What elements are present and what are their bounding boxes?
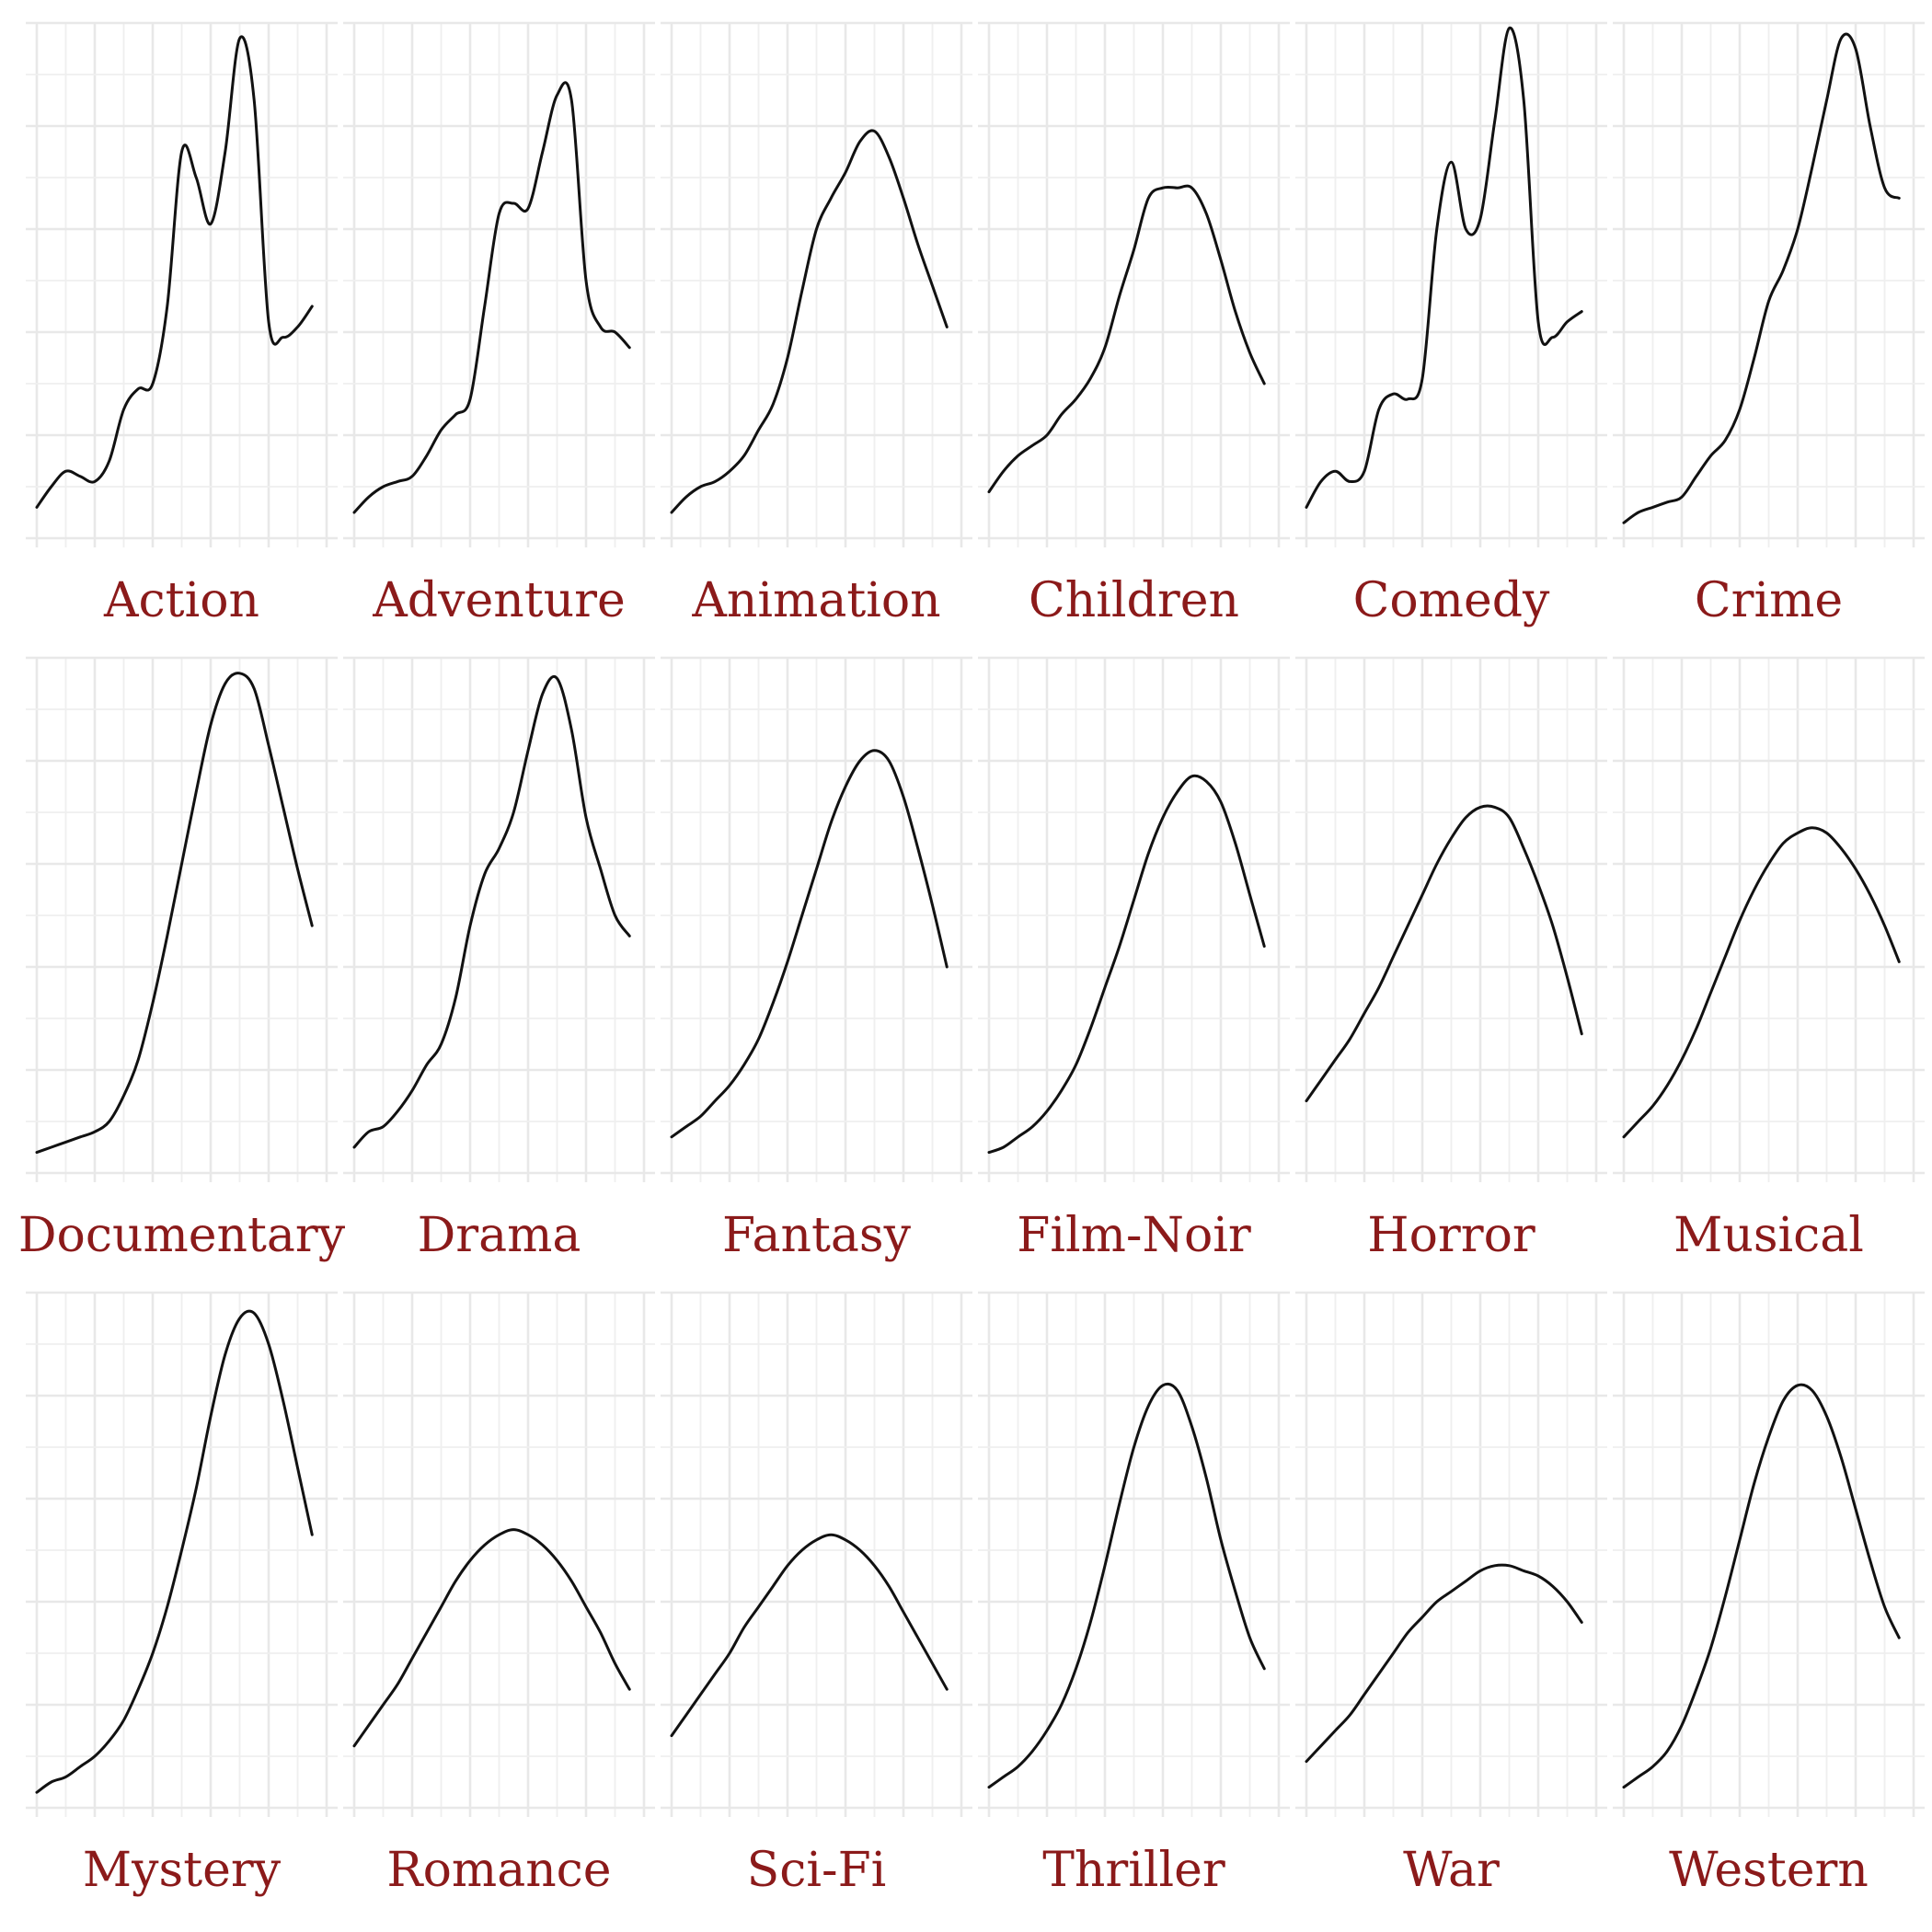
facet-label-documentary: Documentary	[18, 1208, 346, 1263]
facet-children: Children	[978, 21, 1290, 628]
facet-romance: Romance	[343, 1291, 655, 1898]
facet-label-thriller: Thriller	[1042, 1843, 1225, 1898]
facet-label-animation: Animation	[691, 573, 940, 628]
facet-fantasy: Fantasy	[661, 656, 972, 1263]
facet-label-crime: Crime	[1695, 573, 1843, 628]
facet-label-war: War	[1403, 1843, 1500, 1898]
density-curve-documentary	[35, 672, 314, 1155]
density-curve-adventure	[352, 81, 631, 514]
facet-gridlines	[26, 21, 338, 547]
density-curve-war	[1305, 1563, 1583, 1764]
density-curve-comedy	[1305, 26, 1583, 509]
density-curve-action	[35, 35, 314, 509]
density-curve-animation	[670, 129, 949, 514]
density-curve-fantasy	[670, 749, 949, 1139]
facet-label-adventure: Adventure	[372, 573, 626, 628]
facet-label-musical: Musical	[1673, 1208, 1864, 1263]
facet-western: Western	[1613, 1291, 1925, 1898]
facet-gridlines	[978, 1291, 1290, 1817]
facet-label-action: Action	[103, 573, 259, 628]
facet-animation: Animation	[661, 21, 972, 628]
facet-gridlines	[1295, 21, 1607, 547]
facet-gridlines	[978, 21, 1290, 547]
facet-label-sci-fi: Sci-Fi	[747, 1843, 887, 1898]
density-curve-western	[1622, 1383, 1901, 1789]
facet-gridlines	[1613, 1291, 1925, 1817]
facet-gridlines	[1613, 21, 1925, 547]
density-curve-sci-fi	[670, 1533, 949, 1738]
facet-gridlines	[26, 656, 338, 1182]
facet-gridlines	[343, 21, 655, 547]
facet-label-drama: Drama	[418, 1208, 581, 1263]
facet-gridlines	[978, 656, 1290, 1182]
facet-horror: Horror	[1295, 656, 1607, 1263]
facet-mystery: Mystery	[26, 1291, 338, 1898]
facet-label-comedy: Comedy	[1353, 573, 1550, 628]
facet-gridlines	[343, 656, 655, 1182]
facet-label-film-noir: Film-Noir	[1017, 1208, 1251, 1263]
density-curve-horror	[1305, 804, 1583, 1103]
facet-documentary: Documentary	[18, 656, 346, 1263]
facet-label-romance: Romance	[386, 1843, 611, 1898]
facet-musical: Musical	[1613, 656, 1925, 1263]
facet-comedy: Comedy	[1295, 21, 1607, 628]
density-curve-crime	[1622, 32, 1901, 524]
density-curve-mystery	[35, 1309, 314, 1794]
facet-gridlines	[661, 656, 972, 1182]
density-curve-children	[987, 184, 1266, 494]
facet-adventure: Adventure	[343, 21, 655, 628]
density-curve-romance	[352, 1528, 631, 1748]
facet-label-western: Western	[1669, 1843, 1869, 1898]
facet-sci-fi: Sci-Fi	[661, 1291, 972, 1898]
facet-thriller: Thriller	[978, 1291, 1290, 1898]
facet-label-mystery: Mystery	[83, 1843, 282, 1898]
density-curve-film-noir	[987, 774, 1266, 1155]
density-curve-drama	[352, 674, 631, 1149]
facet-crime: Crime	[1613, 21, 1925, 628]
facet-label-horror: Horror	[1367, 1208, 1535, 1263]
facet-gridlines	[661, 1291, 972, 1817]
facet-label-fantasy: Fantasy	[722, 1208, 912, 1263]
density-curve-thriller	[987, 1382, 1266, 1789]
facet-gridlines	[1295, 1291, 1607, 1817]
facet-gridlines	[26, 1291, 338, 1817]
facet-action: Action	[26, 21, 338, 628]
facet-gridlines	[1295, 656, 1607, 1182]
facet-gridlines	[343, 1291, 655, 1817]
facet-drama: Drama	[343, 656, 655, 1263]
facet-war: War	[1295, 1291, 1607, 1898]
facet-film-noir: Film-Noir	[978, 656, 1290, 1263]
facet-gridlines	[661, 21, 972, 547]
facet-gridlines	[1613, 656, 1925, 1182]
facet-label-children: Children	[1029, 573, 1239, 628]
density-curve-musical	[1622, 826, 1901, 1139]
